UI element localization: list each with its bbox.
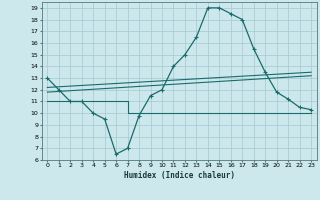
X-axis label: Humidex (Indice chaleur): Humidex (Indice chaleur) — [124, 171, 235, 180]
